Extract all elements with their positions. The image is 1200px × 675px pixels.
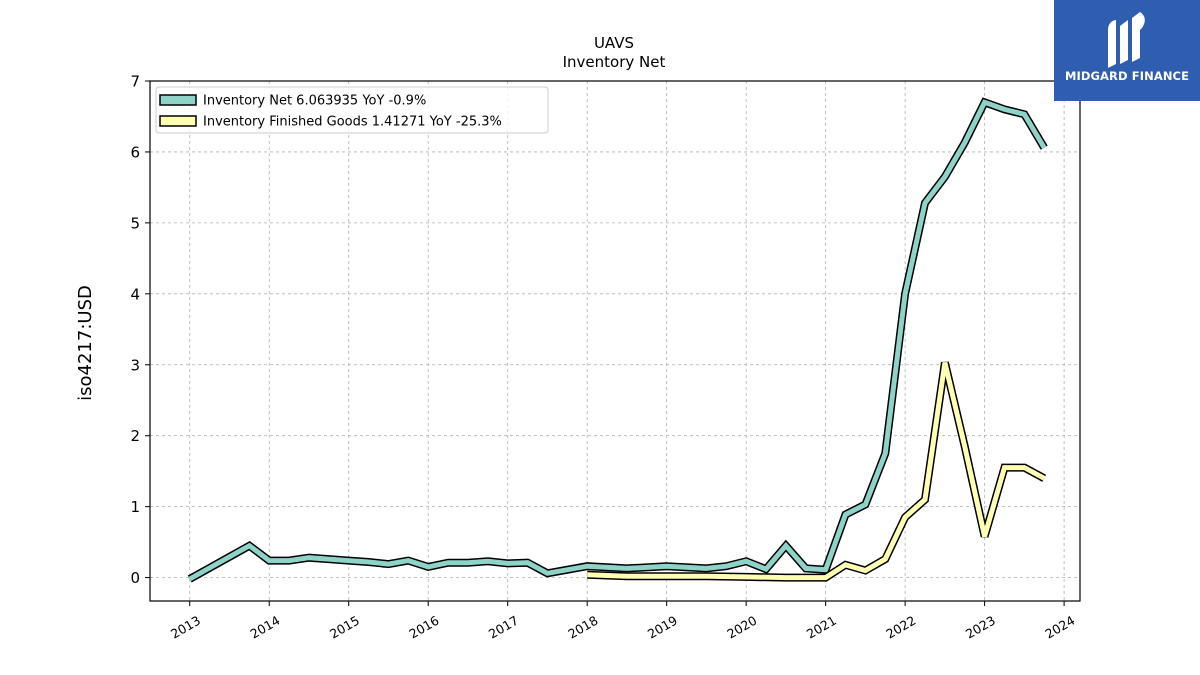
y-tick-label: 7 (130, 73, 140, 91)
x-tick-label: 2018 (565, 613, 600, 642)
x-tick-label: 2024 (1042, 613, 1077, 642)
y-tick-label: 5 (130, 214, 140, 232)
x-tick-label: 2019 (645, 613, 680, 642)
series-line (188, 99, 1047, 582)
logo-text: MIDGARD FINANCE (1064, 69, 1190, 83)
legend-swatch (159, 115, 197, 127)
series-inventory-net (187, 97, 1048, 583)
x-tick-label: 2015 (327, 613, 362, 642)
series-line-outline (587, 361, 1047, 582)
x-tick-label: 2022 (883, 613, 918, 642)
grid-layer (150, 80, 1080, 601)
series-layer (187, 97, 1048, 583)
series-inventory-finished-goods (587, 361, 1047, 582)
legend: Inventory Net 6.063935 YoY -0.9% Inventor… (155, 86, 549, 134)
logo-mark-icon (1108, 12, 1145, 68)
legend-label: Inventory Finished Goods 1.41271 YoY -25… (203, 115, 502, 130)
midgard-finance-logo: MIDGARD FINANCE (1054, 0, 1200, 101)
x-tick-label: 2021 (804, 613, 839, 642)
y-tick-label: 2 (130, 427, 140, 445)
plot-frame (149, 80, 1081, 602)
legend-label: Inventory Net 6.063935 YoY -0.9% (203, 94, 426, 109)
y-tick-label: 3 (130, 356, 140, 374)
chart-title: UAVS (594, 34, 634, 52)
legend-swatch (159, 94, 197, 106)
x-tick-label: 2013 (168, 613, 203, 642)
x-tick-label: 2020 (724, 613, 759, 642)
legend-box (155, 86, 549, 134)
x-tick-label: 2023 (963, 613, 998, 642)
y-tick-label: 4 (130, 285, 140, 303)
axis-layer: 2013 2014 2015 2016 2017 2018 2019 2020 2021 2022… (130, 73, 1077, 642)
chart-subtitle: Inventory Net (563, 53, 666, 71)
x-tick-label: 2016 (406, 613, 441, 642)
y-axis-label: iso4217:USD (75, 285, 96, 401)
x-tick-label: 2014 (247, 613, 282, 642)
y-tick-label: 1 (130, 498, 140, 516)
y-tick-label: 0 (130, 569, 140, 587)
y-tick-label: 6 (130, 143, 140, 161)
series-line (587, 362, 1046, 581)
x-tick-label: 2017 (486, 613, 521, 642)
